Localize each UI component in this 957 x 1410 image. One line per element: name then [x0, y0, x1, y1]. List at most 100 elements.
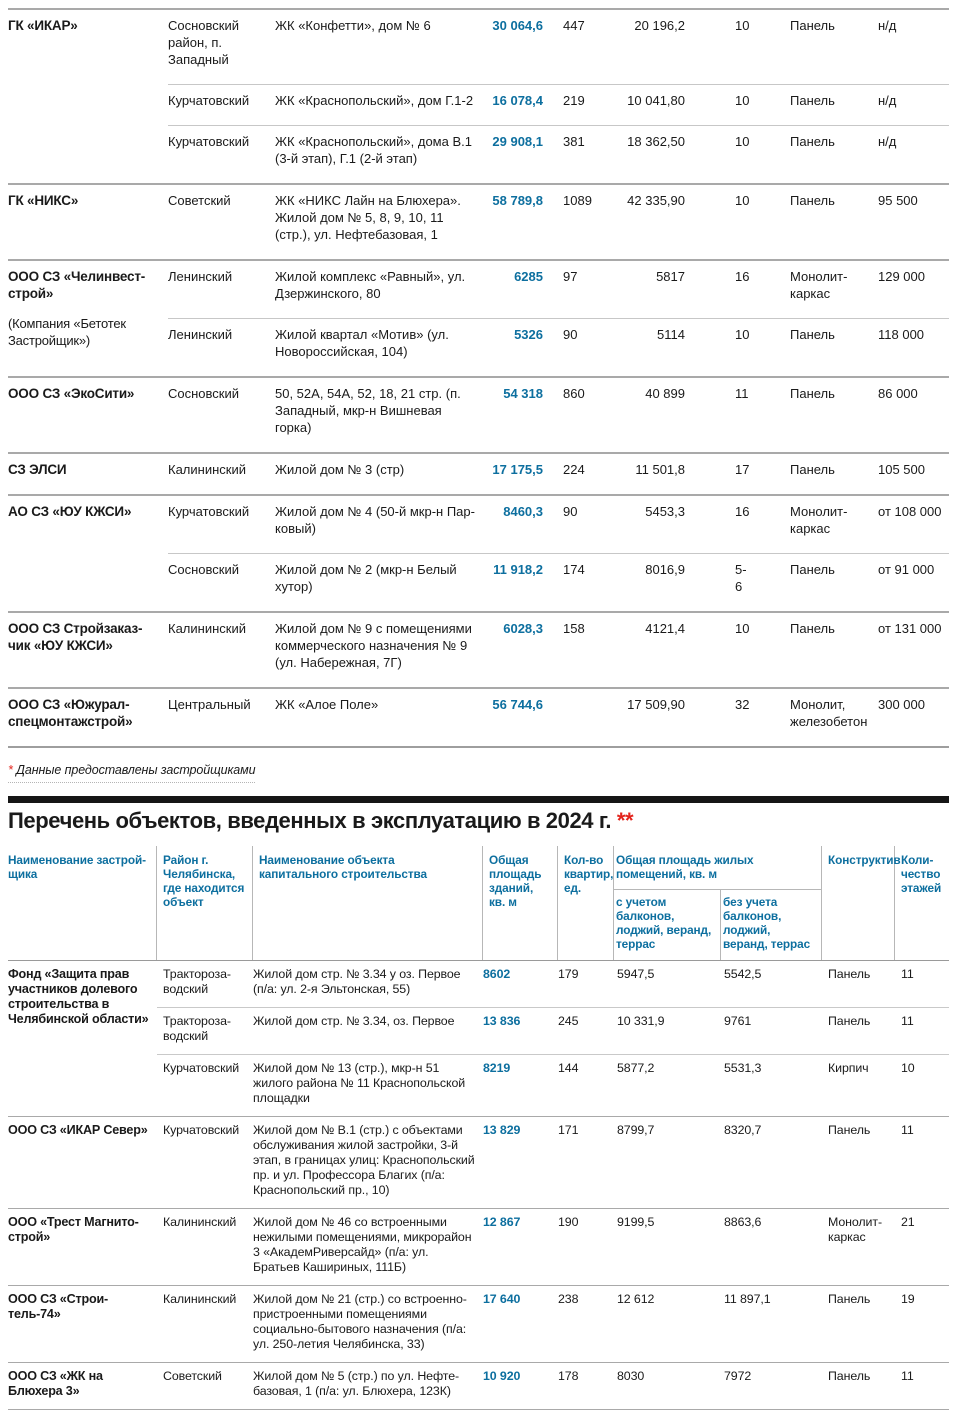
company-name: ООО СЗ «Строи­тель-74» [8, 1292, 109, 1321]
header-object-name: Наименование объекта капитального строит… [253, 846, 483, 960]
table-cell-floors: 10 [895, 1054, 949, 1116]
table-cell-price: 118 000 [878, 318, 949, 376]
table-cell-living: 8016,9 [617, 553, 687, 611]
table-cell-object: Жилой дом № 46 со встроенными нежилыми п… [253, 1215, 472, 1274]
company-name: Фонд «Защита прав участников долевого ст… [8, 967, 149, 1026]
table-cell-floors: 11 [901, 967, 914, 981]
table-cell-flats: 179 [558, 967, 579, 981]
table-cell-district: Ленинский [168, 269, 233, 284]
table-cell-constr: Монолит-каркас [828, 1215, 882, 1244]
table-cell-area_without: 8863,6 [724, 1215, 762, 1229]
table-cell-area: 6028,3 [503, 621, 543, 636]
company-name-cell: ГК «ИКАР» [8, 10, 168, 183]
table-cell-area: 10 920 [483, 1369, 521, 1383]
table-cell-floors: 17 [735, 462, 750, 477]
table-cell-area: 8460,3 [503, 504, 543, 519]
table-cell-floors: 16 [735, 504, 750, 519]
table-cell-area_without: 9761 [721, 1007, 822, 1054]
section-divider-bar [8, 796, 949, 803]
table-cell-object: Жилой дом № 21 (стр.) со встроен­но-прис… [253, 1292, 467, 1351]
table-cell-floors: 32 [735, 697, 750, 712]
table-cell-floors: 21 [901, 1215, 915, 1229]
table-cell-living: 40 899 [645, 386, 685, 401]
developer-group: ООО «Трест Магнито­строй» Калининский Жило… [8, 1208, 949, 1285]
table-cell-area_with: 8030 [617, 1369, 645, 1383]
table-cell-area_without: 7972 [724, 1369, 752, 1383]
table-cell-price: 95 500 [878, 193, 918, 208]
table-cell-price: н/д [878, 84, 949, 125]
company-name-cell: ООО СЗ «ЖК на Блюхера 3» [8, 1363, 157, 1409]
table-cell-floors: 5-6 [687, 553, 749, 611]
table-cell-constr: Панель [790, 462, 835, 477]
company-name: ГК «НИКС» [8, 193, 79, 208]
table-cell-object: Жилой дом № 9 с помещениями коммерческог… [275, 621, 472, 670]
table-cell-object: Жилой дом № 4 (50-й мкр-н Пар­ковый) [275, 504, 475, 536]
table-cell-object: ЖК «Краснопольский», дом Г.1-2 [275, 84, 487, 125]
company-name: ООО СЗ Стройзаказ­чик «ЮУ КЖСИ» [8, 621, 143, 653]
table-cell-area: 17 175,5 [492, 462, 543, 477]
header-living-area-without-balconies: без учета балконов, лоджий, веранд, терр… [721, 889, 822, 960]
table-cell-flats: 1089 [563, 193, 592, 208]
developer-group: СЗ ЭЛСИ Калининский Жилой дом № 3 (стр) 17 … [8, 452, 949, 494]
table-cell-constr: Кирпич [822, 1054, 895, 1116]
table-cell-flats: 190 [558, 1215, 579, 1229]
table-cell-living: 20 196,2 [634, 18, 685, 33]
table-cell-living: 11 501,8 [635, 462, 685, 477]
table-cell-district: Калининский [163, 1215, 237, 1229]
table-cell-price: 86 000 [878, 386, 918, 401]
company-name-cell: ООО СЗ «Челинвест-строй» (Компания «Бетот… [8, 261, 168, 376]
company-name-cell: ООО СЗ «Строи­тель-74» [8, 1286, 157, 1362]
company-name: ООО СЗ «Южурал­спецмонтажстрой» [8, 697, 133, 729]
table-cell-flats: 245 [558, 1007, 614, 1054]
table-cell-flats: 171 [558, 1123, 579, 1137]
header-floors-count: Коли­чество этажей [901, 853, 942, 895]
company-note: (Компания «Бетотек Застройщик») [8, 316, 126, 348]
footnote-text: Данные предоставлены застройщиками [16, 763, 256, 777]
table-cell-district: Ленинский [168, 318, 275, 376]
table-cell-flats: 381 [547, 125, 617, 183]
developer-group: ООО СЗ «Челинвест-строй» (Компания «Бетот… [8, 259, 949, 376]
table-cell-living: 5114 [617, 318, 687, 376]
table-cell-object: Жилой дом № 5 (стр.) по ул. Нефте­базова… [253, 1369, 460, 1398]
table-cell-floors: 11 [901, 1123, 914, 1137]
table-cell-floors: 11 [901, 1369, 914, 1383]
table-cell-price: от 131 000 [878, 621, 942, 636]
company-name-cell: ГК «НИКС» [8, 185, 168, 259]
table-cell-area: 6285 [514, 269, 543, 284]
table-cell-floors: 16 [735, 269, 750, 284]
developer-group: ООО СЗ Стройзаказ­чик «ЮУ КЖСИ» Калининск… [8, 611, 949, 687]
table-cell-area: 8219 [483, 1054, 558, 1116]
footnote: * Данные предоставлены застройщиками [8, 763, 256, 783]
table-cell-constr: Панель [790, 193, 835, 208]
table-cell-area: 5326 [487, 318, 547, 376]
table-cell-constr: Панель [749, 318, 878, 376]
table-cell-flats: 158 [563, 621, 585, 636]
table-cell-flats: 90 [547, 318, 617, 376]
table-cell-living: 18 362,50 [617, 125, 687, 183]
table-cell-price: от 91 000 [878, 553, 949, 611]
table-cell-district: Курчатовский [163, 1123, 240, 1137]
table-cell-object: Жилой комплекс «Равный», ул. Дзержинског… [275, 269, 466, 301]
table-cell-area_with: 5947,5 [617, 967, 655, 981]
table-cell-object: Жилой дом стр. № 3.34, оз. Первое [253, 1007, 483, 1054]
developer-group: ООО СЗ «ИКАР Север» Курчатовский Жилой дом… [8, 1116, 949, 1208]
table-cell-district: Курчатовский [168, 125, 275, 183]
table-cell-area: 29 908,1 [487, 125, 547, 183]
table-cell-constr: Монолит-кар­кас [790, 504, 848, 536]
table-cell-area_with: 5877,2 [614, 1054, 721, 1116]
company-name: АО СЗ «ЮУ КЖСИ» [8, 504, 132, 519]
table-cell-floors: 10 [735, 193, 750, 208]
table-cell-area_with: 12 612 [617, 1292, 655, 1306]
table-cell-living: 5453,3 [645, 504, 685, 519]
company-name: СЗ ЭЛСИ [8, 462, 67, 477]
table-cell-area: 12 867 [483, 1215, 521, 1229]
developer-group: АО СЗ «ЮУ КЖСИ» Курчатовский Жилой дом № 4… [8, 494, 949, 611]
table-cell-living: 10 041,80 [617, 84, 687, 125]
developer-group: ООО СЗ «ЭкоСити» Сосновский 50, 52А, 54А, … [8, 376, 949, 452]
company-name: ГК «ИКАР» [8, 18, 78, 33]
commissioned-table: Фонд «Защита прав участников долевого ст… [8, 961, 949, 1410]
table-cell-flats: 447 [563, 18, 585, 33]
table-cell-area_without: 5531,3 [721, 1054, 822, 1116]
table-cell-price: н/д [878, 125, 949, 183]
table-cell-object: Жилой дом стр. № 3.34 у оз. Первое (п/а:… [253, 967, 461, 996]
